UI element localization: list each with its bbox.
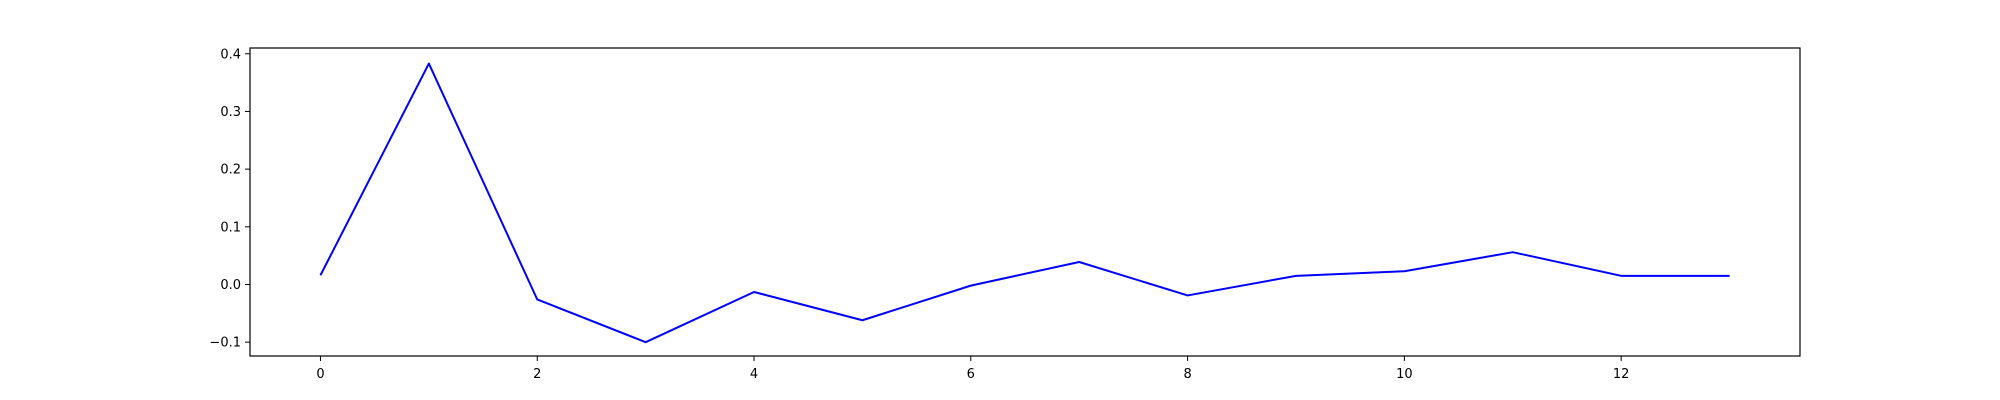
y-tick-label: −0.1 [209, 336, 241, 351]
plot-background [250, 48, 1800, 356]
y-tick-label: 0.4 [220, 47, 241, 62]
plot-frame [249, 47, 1801, 357]
y-tick-label: 0.3 [220, 105, 241, 120]
y-tick-label: 0.1 [220, 220, 241, 235]
series-layer [319, 62, 1730, 344]
y-axis-ticks: −0.1 0.0 0.1 0.2 0.3 0.4 [209, 47, 250, 351]
x-axis-ticks: 0 2 4 6 8 10 12 [316, 356, 1629, 382]
y-tick-label: 0.2 [220, 163, 241, 178]
x-tick-label: 4 [750, 367, 758, 382]
x-tick-label: 12 [1613, 367, 1630, 382]
series-line [319, 62, 1730, 344]
x-tick-label: 0 [316, 367, 324, 382]
x-tick-label: 2 [533, 367, 541, 382]
x-tick-label: 6 [967, 367, 975, 382]
x-tick-label: 10 [1396, 367, 1413, 382]
x-tick-label: 8 [1183, 367, 1191, 382]
y-tick-label: 0.0 [220, 278, 241, 293]
